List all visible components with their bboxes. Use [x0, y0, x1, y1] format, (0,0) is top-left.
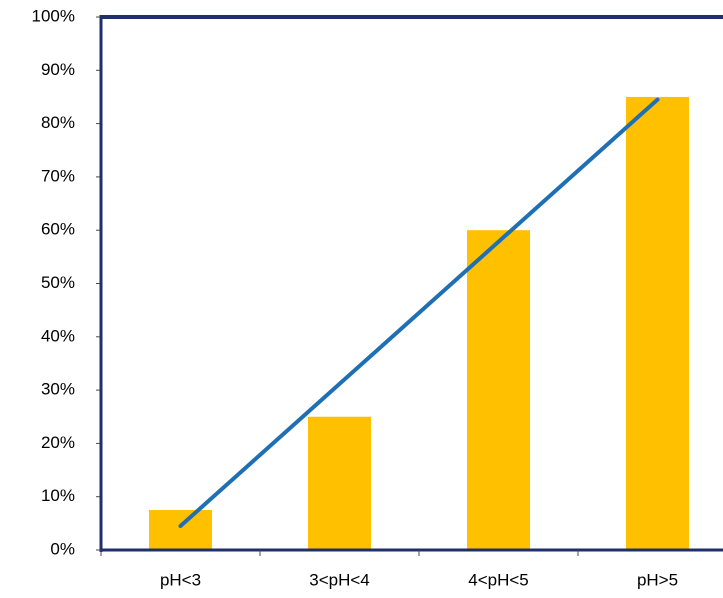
y-tick-label: 70%	[41, 166, 75, 185]
y-tick-label: 40%	[41, 326, 75, 345]
y-tick-label: 0%	[50, 539, 75, 558]
y-axis-tick-labels: 0% 10% 20% 30% 40% 50% 60% 70% 80% 90% 100%	[32, 6, 75, 558]
trendline-group	[178, 97, 660, 529]
x-tick-label: pH>5	[637, 570, 678, 589]
y-tick-label: 80%	[41, 113, 75, 132]
bar	[308, 416, 371, 550]
y-tick-label: 50%	[41, 273, 75, 292]
bars	[149, 96, 689, 550]
x-axis-ticks	[100, 550, 579, 556]
x-axis-tick-labels: pH<3 3<pH<4 4<pH<5 pH>5	[160, 570, 678, 589]
bar	[626, 96, 689, 550]
x-tick-label: pH<3	[160, 570, 201, 589]
x-tick-label: 4<pH<5	[468, 570, 529, 589]
y-tick-label: 100%	[32, 6, 75, 25]
y-tick-label: 60%	[41, 220, 75, 239]
trendline	[178, 97, 660, 529]
y-tick-label: 10%	[41, 486, 75, 505]
y-tick-label: 90%	[41, 60, 75, 79]
bar	[467, 230, 530, 550]
x-tick-label: 3<pH<4	[309, 570, 370, 589]
bar	[149, 510, 212, 550]
y-tick-label: 20%	[41, 433, 75, 452]
plot-frame	[99, 15, 723, 552]
y-tick-label: 30%	[41, 380, 75, 399]
